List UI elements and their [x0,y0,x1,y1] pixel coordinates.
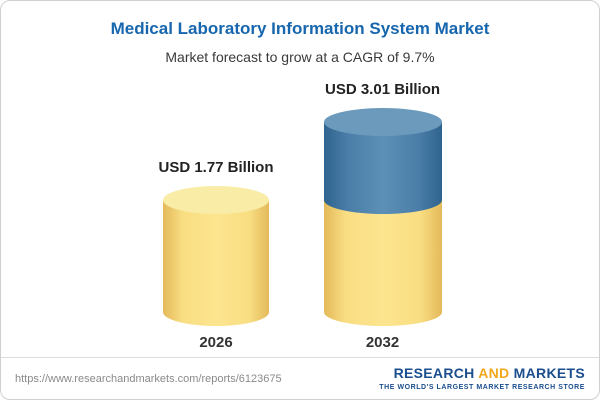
chart-subtitle: Market forecast to grow at a CAGR of 9.7… [165,49,435,65]
segment-seam-cap [323,186,442,214]
chart-header: Medical Laboratory Information System Ma… [1,1,599,65]
logo-word-markets: MARKETS [513,365,585,382]
cylinder-top-cap [163,186,269,214]
year-label-2026: 2026 [199,334,233,351]
logo-word-research: RESEARCH [393,365,475,382]
bar-2032-growth [323,108,442,214]
value-label-2032: USD 3.01 Billion [325,81,441,98]
bar-group-2032: USD 3.01 Billion 2032 [323,81,442,351]
footer: https://www.researchandmarkets.com/repor… [1,357,599,399]
chart-title: Medical Laboratory Information System Ma… [110,19,490,38]
bar-chart: USD 1.77 Billion 2026 USD 3.01 Billion [1,65,599,357]
cylinder-2032 [323,108,442,326]
bar-2026-body [163,186,269,326]
cylinder-bottom-cap [323,298,442,326]
report-url-link[interactable]: https://www.researchandmarkets.com/repor… [15,372,282,385]
cylinder-bottom-cap [163,298,269,326]
logo-word-and: AND [478,365,510,382]
cylinder-2026 [163,186,269,326]
bar-group-2026: USD 1.77 Billion 2026 [158,159,273,351]
bar-2032-base [323,200,442,326]
year-label-2032: 2032 [365,334,400,351]
logo-tagline: THE WORLD'S LARGEST MARKET RESEARCH STOR… [379,383,585,391]
research-and-markets-logo: RESEARCH AND MARKETS THE WORLD'S LARGEST… [379,365,585,391]
logo-wordmark: RESEARCH AND MARKETS [379,365,585,381]
value-label-2026: USD 1.77 Billion [158,159,274,176]
cylinder-top-cap [323,108,442,136]
